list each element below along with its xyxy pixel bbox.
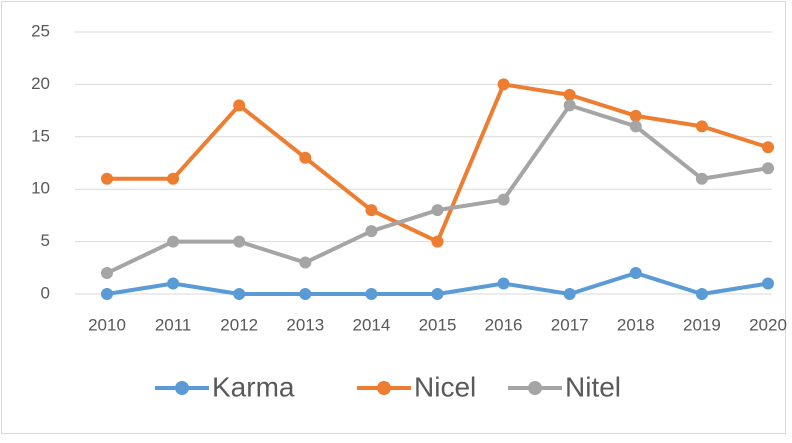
point bbox=[695, 172, 708, 185]
legend-label: Nicel bbox=[414, 371, 476, 402]
y-tick-label: 10 bbox=[31, 179, 50, 198]
point bbox=[431, 235, 444, 248]
point bbox=[629, 120, 642, 133]
x-tick-label: 2015 bbox=[419, 315, 457, 334]
y-tick-label: 0 bbox=[41, 283, 50, 302]
point bbox=[497, 78, 510, 91]
x-tick-label: 2013 bbox=[286, 315, 324, 334]
point bbox=[233, 99, 246, 112]
y-tick-label: 25 bbox=[31, 21, 50, 40]
point bbox=[365, 288, 378, 300]
x-tick-label: 2019 bbox=[683, 315, 721, 334]
x-tick-label: 2016 bbox=[485, 315, 523, 334]
point bbox=[365, 225, 378, 238]
x-tick-label: 2012 bbox=[220, 315, 258, 334]
point bbox=[101, 267, 113, 280]
y-tick-label: 5 bbox=[41, 231, 50, 250]
legend-marker bbox=[528, 381, 542, 395]
x-tick-label: 2011 bbox=[155, 315, 192, 334]
legend-marker bbox=[377, 381, 391, 395]
y-tick-label: 20 bbox=[31, 74, 50, 93]
legend-label: Karma bbox=[212, 371, 295, 402]
point bbox=[695, 120, 708, 133]
point bbox=[762, 162, 774, 175]
point bbox=[167, 172, 180, 185]
point bbox=[629, 267, 642, 280]
x-tick-label: 2018 bbox=[617, 315, 655, 334]
x-tick-label: 2010 bbox=[88, 315, 126, 334]
point bbox=[299, 288, 312, 300]
point bbox=[497, 193, 510, 206]
chart-border bbox=[1, 1, 786, 434]
point bbox=[299, 151, 312, 164]
point bbox=[563, 99, 576, 112]
x-tick-label: 2017 bbox=[551, 315, 589, 334]
point bbox=[233, 288, 246, 300]
point bbox=[101, 288, 113, 300]
point bbox=[365, 204, 378, 217]
point bbox=[629, 109, 642, 122]
point bbox=[762, 141, 774, 154]
x-tick-label: 2020 bbox=[749, 315, 787, 334]
point bbox=[233, 235, 246, 248]
point bbox=[563, 288, 576, 300]
legend-marker bbox=[175, 381, 189, 395]
point bbox=[762, 277, 774, 290]
point bbox=[431, 204, 444, 217]
point bbox=[431, 288, 444, 300]
x-tick-label: 2014 bbox=[352, 315, 390, 334]
y-tick-label: 15 bbox=[31, 126, 50, 145]
point bbox=[167, 277, 180, 290]
point bbox=[563, 88, 576, 101]
point bbox=[299, 256, 312, 269]
point bbox=[497, 277, 510, 290]
legend-label: Nitel bbox=[565, 371, 621, 402]
point bbox=[101, 172, 113, 185]
point bbox=[167, 235, 180, 248]
point bbox=[695, 288, 708, 300]
